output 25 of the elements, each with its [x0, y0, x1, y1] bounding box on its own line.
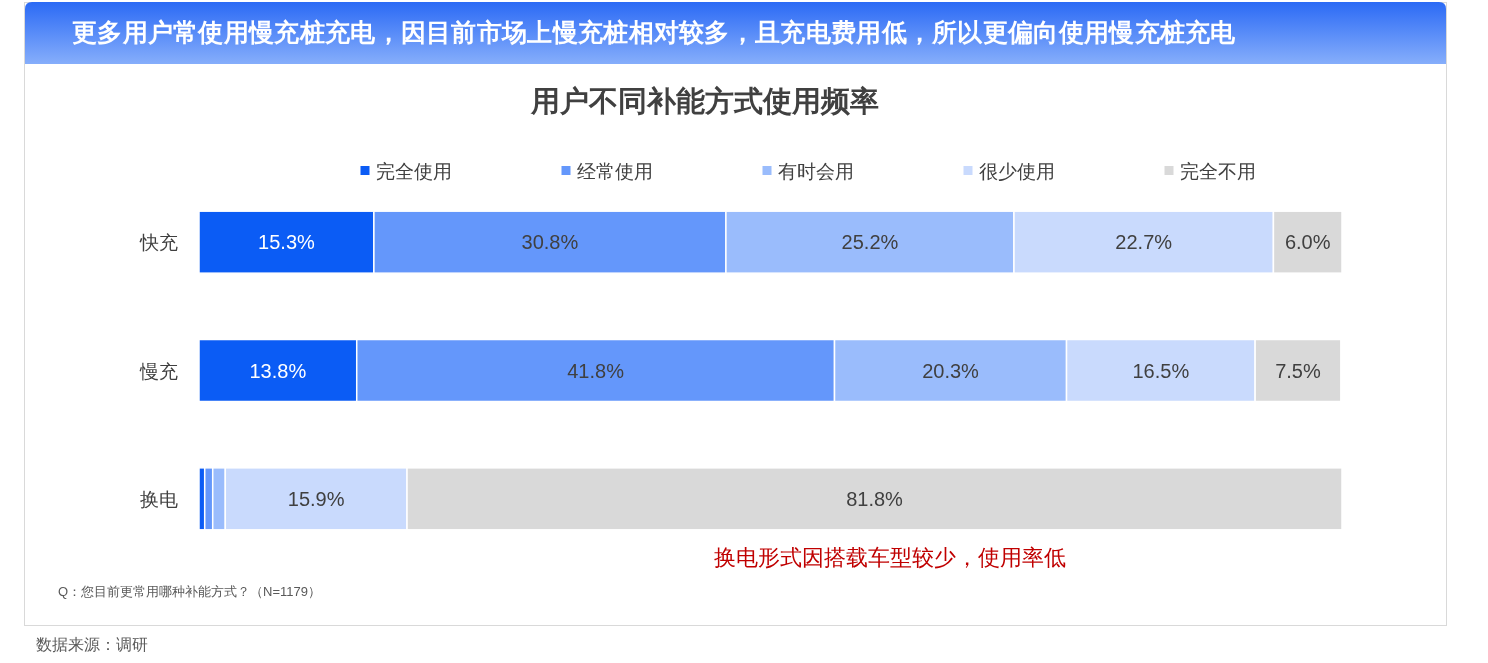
data-label: 30.8%: [521, 231, 579, 254]
y-tick-label: 慢充: [139, 360, 178, 382]
y-tick-label: 快充: [139, 232, 178, 254]
data-label: 22.7%: [1115, 231, 1173, 254]
annotation: 更多用户常使用慢充桩充电，因目前市场上慢充桩相对较多，且充电费用低，所以更偏向使用慢充桩充电: [72, 18, 1236, 46]
data-label: 6.0%: [1284, 231, 1331, 254]
data-label: 7.5%: [1275, 359, 1321, 382]
chart-title: 用户不同补能方式使用频率: [530, 85, 879, 117]
legend-label: 完全不用: [1179, 161, 1256, 182]
annotation: 换电形式因搭载车型较少，使用率低: [714, 545, 1066, 570]
legend-label: 完全使用: [375, 161, 452, 182]
data-label: 20.3%: [922, 359, 980, 382]
data-label: 25.2%: [841, 231, 899, 254]
data-label: 13.8%: [249, 359, 307, 382]
legend-label: 很少使用: [978, 161, 1055, 182]
data-label: 16.5%: [1132, 359, 1190, 382]
y-tick-label: 换电: [140, 488, 178, 510]
annotation: Q：您目前更常用哪种补能方式？（N=1179）: [58, 584, 322, 599]
data-label: 15.3%: [258, 231, 316, 254]
legend-label: 经常使用: [576, 161, 653, 182]
annotation: 数据来源：调研: [36, 636, 148, 653]
data-label: 41.8%: [567, 359, 625, 382]
data-label: 81.8%: [846, 487, 904, 510]
legend-label: 有时会用: [777, 161, 854, 182]
data-label: 15.9%: [287, 487, 345, 510]
